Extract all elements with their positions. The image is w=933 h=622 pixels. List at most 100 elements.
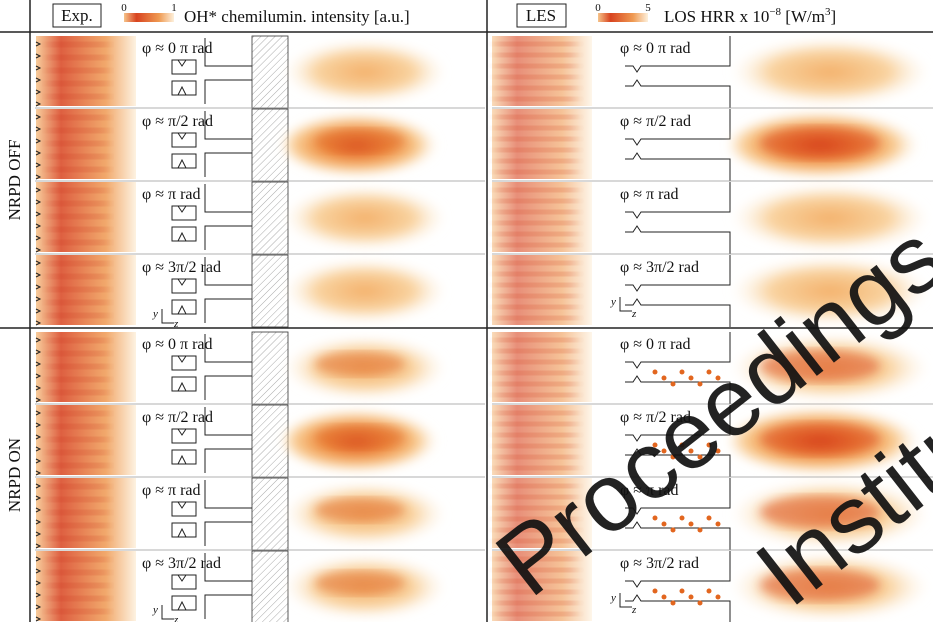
kernel bbox=[670, 600, 676, 606]
injector bbox=[35, 568, 42, 574]
kernel bbox=[706, 588, 712, 594]
geometry bbox=[171, 111, 252, 177]
flame-streak bbox=[48, 287, 108, 292]
cbar-min: 0 bbox=[121, 2, 127, 14]
injector bbox=[35, 284, 42, 290]
kernel bbox=[652, 442, 658, 448]
injector bbox=[35, 77, 42, 83]
geometry bbox=[171, 407, 252, 473]
window bbox=[251, 108, 289, 182]
exp-flame bbox=[283, 40, 447, 104]
axis-z: z bbox=[173, 318, 179, 330]
group-label: NRPD ON bbox=[5, 438, 24, 512]
les-streak bbox=[496, 294, 576, 298]
flame-streak bbox=[48, 557, 108, 562]
les-streak bbox=[496, 137, 576, 141]
text: [W/m bbox=[781, 7, 825, 26]
les-streak bbox=[496, 159, 576, 163]
exp-cbar-title: OH* chemilumin. intensity [a.u.] bbox=[184, 7, 410, 26]
phase-label: φ ≈ 0 π rad bbox=[142, 336, 213, 353]
flame-streak bbox=[48, 450, 108, 455]
les-streak bbox=[496, 210, 576, 214]
flame-streak bbox=[48, 570, 108, 575]
kernel bbox=[706, 442, 712, 448]
exp-flame bbox=[283, 259, 447, 323]
kernel bbox=[697, 527, 703, 533]
les-streak bbox=[496, 433, 576, 437]
axis-arrow bbox=[619, 297, 632, 312]
flame-streak bbox=[48, 510, 108, 515]
les-image bbox=[492, 182, 592, 252]
flame-streak bbox=[48, 240, 108, 245]
les-streak bbox=[496, 283, 576, 287]
exp-label: Exp. bbox=[61, 6, 93, 25]
les-image bbox=[492, 255, 592, 325]
flame-streak bbox=[48, 167, 108, 172]
injector bbox=[35, 507, 42, 513]
les-streak bbox=[496, 53, 576, 57]
injector bbox=[35, 483, 42, 489]
les-streak bbox=[496, 261, 576, 265]
cbar-max: 5 bbox=[645, 2, 651, 14]
les-streak bbox=[496, 148, 576, 152]
flame-streak bbox=[48, 274, 108, 279]
exp-flame-core bbox=[315, 129, 405, 153]
kernel bbox=[688, 375, 694, 381]
injector bbox=[35, 247, 42, 253]
les-streak bbox=[496, 528, 576, 532]
kernel bbox=[661, 521, 667, 527]
geometry bbox=[171, 257, 252, 323]
injector bbox=[35, 187, 42, 193]
les-streak bbox=[496, 232, 576, 236]
cbar-min: 0 bbox=[595, 2, 601, 14]
phase-label: φ ≈ π/2 rad bbox=[620, 409, 691, 426]
les-streak bbox=[496, 97, 576, 101]
flame-streak bbox=[48, 351, 108, 356]
injector bbox=[35, 495, 42, 501]
injector bbox=[35, 211, 42, 217]
les-streak bbox=[496, 86, 576, 90]
les-streak bbox=[496, 305, 576, 309]
cbar-max: 1 bbox=[171, 2, 177, 14]
injector bbox=[35, 320, 42, 326]
les-flame-core bbox=[760, 496, 880, 528]
exp-flame-core bbox=[315, 352, 405, 376]
les-image bbox=[492, 551, 592, 621]
flame-streak bbox=[48, 437, 108, 442]
flame-streak bbox=[48, 94, 108, 99]
kernel bbox=[679, 369, 685, 375]
injector bbox=[35, 260, 42, 266]
flame-streak bbox=[48, 188, 108, 193]
flame-streak bbox=[48, 313, 108, 318]
kernel bbox=[679, 442, 685, 448]
flame-streak bbox=[48, 596, 108, 601]
flame-streak bbox=[48, 484, 108, 489]
injector bbox=[35, 604, 42, 610]
injector bbox=[35, 150, 42, 156]
les-streak bbox=[496, 506, 576, 510]
flame-streak bbox=[48, 214, 108, 219]
injector bbox=[35, 174, 42, 180]
geometry bbox=[625, 109, 731, 181]
flame-streak bbox=[48, 583, 108, 588]
colorbar bbox=[124, 13, 174, 22]
window bbox=[251, 331, 289, 405]
flame-streak bbox=[48, 55, 108, 60]
injector bbox=[35, 235, 42, 241]
text: −8 bbox=[769, 6, 781, 18]
axis-z: z bbox=[631, 604, 637, 616]
window bbox=[251, 254, 289, 328]
flame-streak bbox=[48, 154, 108, 159]
les-streak bbox=[496, 579, 576, 583]
injector bbox=[35, 349, 42, 355]
injector bbox=[35, 397, 42, 403]
les-streak bbox=[496, 243, 576, 247]
les-streak bbox=[496, 360, 576, 364]
les-box bbox=[516, 3, 567, 28]
les-flame bbox=[730, 38, 930, 106]
geometry bbox=[625, 478, 731, 550]
injector bbox=[35, 41, 42, 47]
axis-arrow bbox=[161, 309, 174, 324]
les-streak bbox=[496, 188, 576, 192]
flame-streak bbox=[48, 411, 108, 416]
